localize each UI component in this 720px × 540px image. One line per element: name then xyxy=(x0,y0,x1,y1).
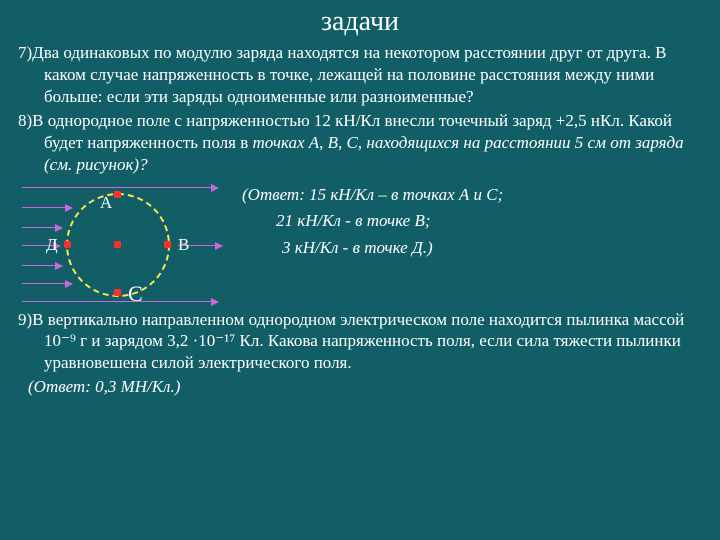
field-line xyxy=(22,187,218,188)
point-dot-A xyxy=(114,191,121,198)
point-dot-C xyxy=(114,289,121,296)
problem-9: 9)В вертикально направленном однородном … xyxy=(18,309,702,374)
point-dot-B xyxy=(164,241,171,248)
point-label-A: А xyxy=(100,193,112,213)
slide-title: задачи xyxy=(18,6,702,38)
slide-root: задачи 7)Два одинаковых по модулю заряда… xyxy=(0,0,720,540)
problem-7-num: 7) xyxy=(18,43,32,62)
answer-8-line3: 3 кН/Кл - в точке Д.) xyxy=(242,236,702,261)
answer-8-line1: (Ответ: 15 кН/Кл – в точках А и С; xyxy=(242,183,702,208)
point-dot-D xyxy=(64,241,71,248)
answer-8-line2: 21 кН/Кл - в точке В; xyxy=(242,209,702,234)
answer-9: (Ответ: 0,3 МН/Кл.) xyxy=(18,377,702,397)
problem-8: 8)В однородное поле с напряженностью 12 … xyxy=(18,110,702,175)
problem-9-num: 9) xyxy=(18,310,32,329)
problem-7: 7)Два одинаковых по модулю заряда находя… xyxy=(18,42,702,107)
field-line xyxy=(22,227,62,228)
point-label-C: С xyxy=(128,281,143,307)
problem-8-num: 8) xyxy=(18,111,32,130)
problem-7-text: Два одинаковых по модулю заряда находятс… xyxy=(32,43,666,106)
field-line xyxy=(22,283,72,284)
field-line xyxy=(22,265,62,266)
point-dot-center xyxy=(114,241,121,248)
field-line xyxy=(22,207,72,208)
problem-8-row: А Д В С (Ответ: 15 кН/Кл – в точках А и С; … xyxy=(18,179,702,309)
field-diagram: А Д В С xyxy=(18,179,228,309)
problem-9-text: В вертикально направленном однородном эл… xyxy=(32,310,684,373)
point-label-D: Д xyxy=(46,235,58,255)
field-line xyxy=(22,301,218,302)
answers-8: (Ответ: 15 кН/Кл – в точках А и С; 21 кН… xyxy=(242,179,702,263)
point-label-B: В xyxy=(178,235,189,255)
